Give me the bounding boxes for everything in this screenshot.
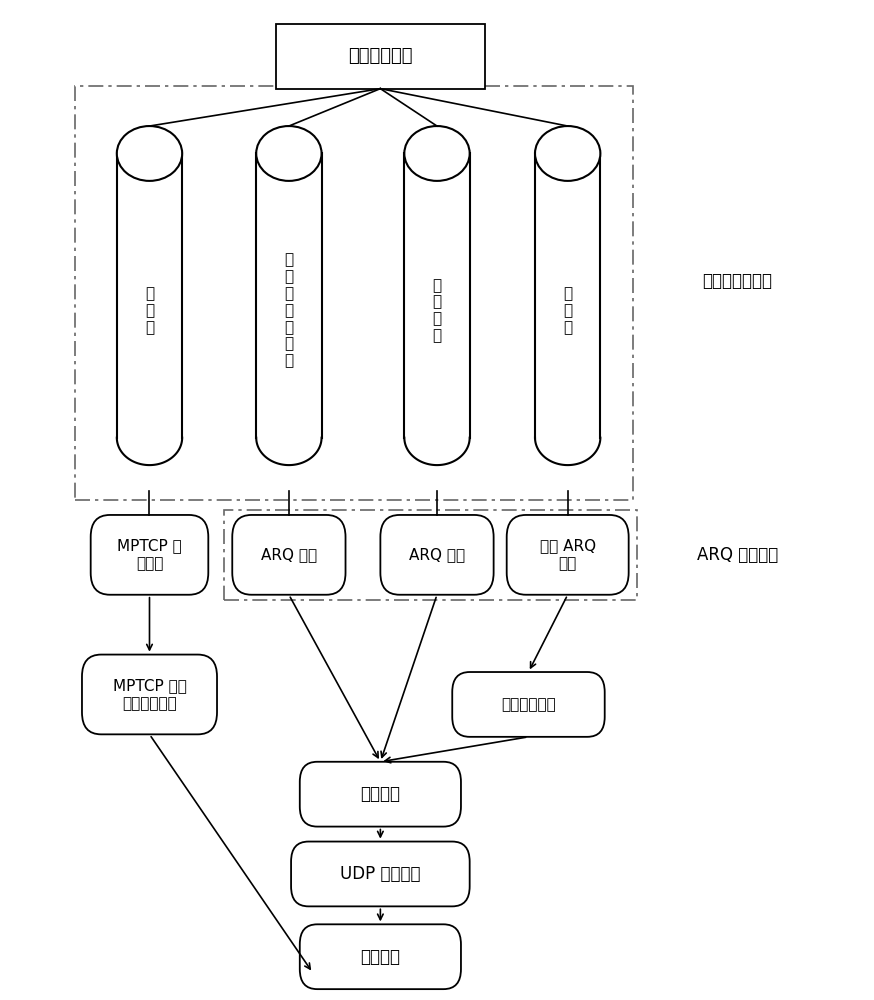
FancyBboxPatch shape	[82, 655, 217, 734]
Bar	[224, 510, 637, 600]
Text: 组播 ARQ
模块: 组播 ARQ 模块	[539, 538, 596, 572]
Text: 业务数据分类: 业务数据分类	[348, 47, 413, 65]
Text: 链路发送: 链路发送	[360, 948, 400, 966]
FancyBboxPatch shape	[300, 924, 461, 989]
Bar	[75, 86, 633, 500]
Text: 组播按需调度: 组播按需调度	[501, 697, 556, 712]
Text: UDP 隧道封装: UDP 隧道封装	[340, 865, 420, 883]
Ellipse shape	[535, 126, 600, 181]
FancyBboxPatch shape	[91, 515, 208, 595]
Bar	[276, 24, 485, 89]
FancyBboxPatch shape	[232, 515, 345, 595]
Text: 音
视
频
流: 音 视 频 流	[433, 278, 441, 343]
FancyBboxPatch shape	[507, 515, 628, 595]
Ellipse shape	[405, 126, 469, 181]
Text: 链路选择: 链路选择	[360, 785, 400, 803]
Text: ARQ 模块: ARQ 模块	[409, 547, 465, 562]
Text: ARQ 重传调度: ARQ 重传调度	[697, 546, 778, 564]
FancyBboxPatch shape	[452, 672, 605, 737]
Text: 组
播
流: 组 播 流	[563, 286, 572, 335]
Text: 业务流队列调度: 业务流队列调度	[703, 272, 773, 290]
Text: 背
景
流: 背 景 流	[145, 286, 154, 335]
Text: MPTCP 重传
代理跟踪模块: MPTCP 重传 代理跟踪模块	[113, 678, 186, 711]
Ellipse shape	[256, 126, 322, 181]
Text: 尽
力
而
为
业
务
流: 尽 力 而 为 业 务 流	[284, 253, 294, 368]
FancyBboxPatch shape	[291, 842, 469, 906]
FancyBboxPatch shape	[380, 515, 494, 595]
Ellipse shape	[117, 126, 182, 181]
Text: MPTCP 隧
道封装: MPTCP 隧 道封装	[117, 538, 182, 572]
FancyBboxPatch shape	[300, 762, 461, 827]
Text: ARQ 模块: ARQ 模块	[260, 547, 317, 562]
